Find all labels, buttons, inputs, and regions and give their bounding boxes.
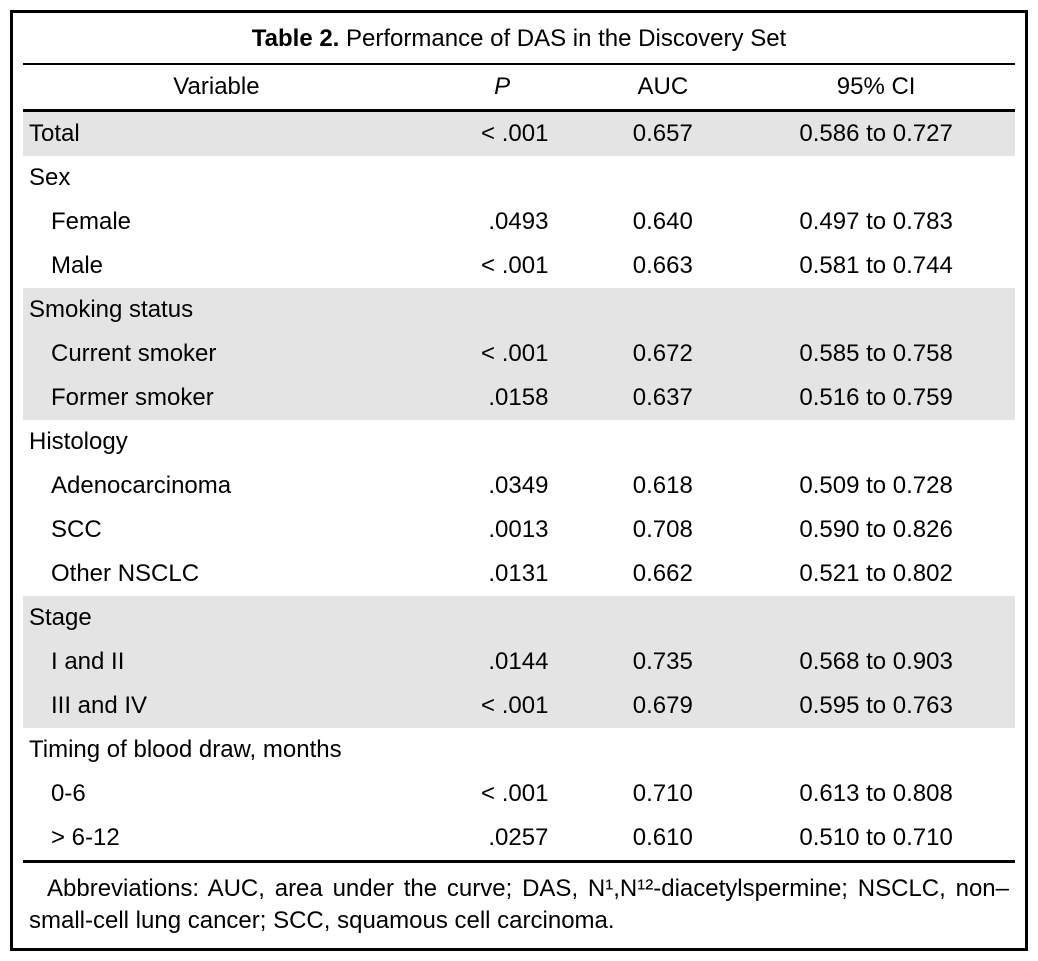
auc-cell: 0.710 [588, 772, 737, 816]
variable-cell: Male [23, 244, 410, 288]
group-header-cell: Stage [23, 596, 410, 640]
ci-cell: 0.516 to 0.759 [737, 376, 1015, 420]
auc-cell: 0.735 [588, 640, 737, 684]
ci-cell: 0.497 to 0.783 [737, 200, 1015, 244]
table-row: > 6-12.02570.6100.510 to 0.710 [23, 816, 1015, 860]
ci-cell: 0.613 to 0.808 [737, 772, 1015, 816]
ci-cell [737, 728, 1015, 772]
ci-cell [737, 156, 1015, 200]
auc-cell [588, 728, 737, 772]
table-row: III and IV< .0010.6790.595 to 0.763 [23, 684, 1015, 728]
p-value-cell: .0131 [410, 552, 589, 596]
variable-cell: Current smoker [23, 332, 410, 376]
ci-cell [737, 420, 1015, 464]
table-row: Male< .0010.6630.581 to 0.744 [23, 244, 1015, 288]
footnote-line-1: Abbreviations: AUC, area under the curve… [47, 875, 848, 902]
auc-cell: 0.672 [588, 332, 737, 376]
auc-cell: 0.618 [588, 464, 737, 508]
auc-cell: 0.708 [588, 508, 737, 552]
auc-cell: 0.662 [588, 552, 737, 596]
variable-cell: Adenocarcinoma [23, 464, 410, 508]
table-row: Smoking status [23, 288, 1015, 332]
p-value-cell: .0144 [410, 640, 589, 684]
p-value-cell [410, 728, 589, 772]
ci-cell: 0.568 to 0.903 [737, 640, 1015, 684]
ci-cell [737, 596, 1015, 640]
table-title: Table 2. Performance of DAS in the Disco… [23, 21, 1015, 63]
ci-cell: 0.521 to 0.802 [737, 552, 1015, 596]
ci-cell: 0.581 to 0.744 [737, 244, 1015, 288]
group-header-cell: Sex [23, 156, 410, 200]
auc-cell [588, 420, 737, 464]
table-row: Stage [23, 596, 1015, 640]
ci-cell: 0.595 to 0.763 [737, 684, 1015, 728]
p-value-cell: .0158 [410, 376, 589, 420]
ci-cell: 0.510 to 0.710 [737, 816, 1015, 860]
col-header-p: P [410, 64, 589, 111]
auc-cell: 0.679 [588, 684, 737, 728]
col-header-ci: 95% CI [737, 64, 1015, 111]
variable-cell: SCC [23, 508, 410, 552]
p-value-cell [410, 288, 589, 332]
table-container: Table 2. Performance of DAS in the Disco… [10, 10, 1028, 951]
p-value-cell: .0013 [410, 508, 589, 552]
group-header-cell: Smoking status [23, 288, 410, 332]
ci-cell [737, 288, 1015, 332]
table-row: Timing of blood draw, months [23, 728, 1015, 772]
table-footnote: Abbreviations: AUC, area under the curve… [23, 863, 1015, 940]
p-value-cell: < .001 [410, 244, 589, 288]
variable-cell: Female [23, 200, 410, 244]
auc-cell [588, 156, 737, 200]
table-row: Total< .0010.6570.586 to 0.727 [23, 111, 1015, 157]
header-row: Variable P AUC 95% CI [23, 64, 1015, 111]
table-body: Total< .0010.6570.586 to 0.727SexFemale.… [23, 111, 1015, 861]
variable-cell: > 6-12 [23, 816, 410, 860]
table-row: Female.04930.6400.497 to 0.783 [23, 200, 1015, 244]
ci-cell: 0.586 to 0.727 [737, 111, 1015, 157]
table-row: Other NSCLC.01310.6620.521 to 0.802 [23, 552, 1015, 596]
variable-cell: Other NSCLC [23, 552, 410, 596]
auc-cell: 0.610 [588, 816, 737, 860]
variable-cell: III and IV [23, 684, 410, 728]
p-value-cell: < .001 [410, 111, 589, 157]
auc-cell: 0.640 [588, 200, 737, 244]
p-value-cell: .0257 [410, 816, 589, 860]
table-row: Sex [23, 156, 1015, 200]
p-value-cell [410, 420, 589, 464]
auc-cell [588, 288, 737, 332]
table-row: Adenocarcinoma.03490.6180.509 to 0.728 [23, 464, 1015, 508]
variable-cell: 0-6 [23, 772, 410, 816]
p-value-cell [410, 596, 589, 640]
variable-cell: Former smoker [23, 376, 410, 420]
p-value-cell: .0493 [410, 200, 589, 244]
ci-cell: 0.590 to 0.826 [737, 508, 1015, 552]
auc-cell: 0.663 [588, 244, 737, 288]
p-value-cell: < .001 [410, 772, 589, 816]
col-header-auc: AUC [588, 64, 737, 111]
ci-cell: 0.509 to 0.728 [737, 464, 1015, 508]
table-row: Current smoker< .0010.6720.585 to 0.758 [23, 332, 1015, 376]
ci-cell: 0.585 to 0.758 [737, 332, 1015, 376]
group-header-cell: Histology [23, 420, 410, 464]
table-caption: Performance of DAS in the Discovery Set [346, 25, 786, 52]
variable-cell: I and II [23, 640, 410, 684]
table-row: Former smoker.01580.6370.516 to 0.759 [23, 376, 1015, 420]
auc-cell [588, 596, 737, 640]
table-label: Table 2. [252, 25, 340, 52]
auc-cell: 0.657 [588, 111, 737, 157]
table-row: I and II.01440.7350.568 to 0.903 [23, 640, 1015, 684]
table-row: Histology [23, 420, 1015, 464]
p-value-cell: .0349 [410, 464, 589, 508]
group-header-cell: Timing of blood draw, months [23, 728, 410, 772]
p-value-cell [410, 156, 589, 200]
p-value-cell: < .001 [410, 332, 589, 376]
p-value-cell: < .001 [410, 684, 589, 728]
data-table: Variable P AUC 95% CI Total< .0010.6570.… [23, 63, 1015, 860]
variable-cell: Total [23, 111, 410, 157]
col-header-variable: Variable [23, 64, 410, 111]
table-row: 0-6< .0010.7100.613 to 0.808 [23, 772, 1015, 816]
auc-cell: 0.637 [588, 376, 737, 420]
table-row: SCC.00130.7080.590 to 0.826 [23, 508, 1015, 552]
